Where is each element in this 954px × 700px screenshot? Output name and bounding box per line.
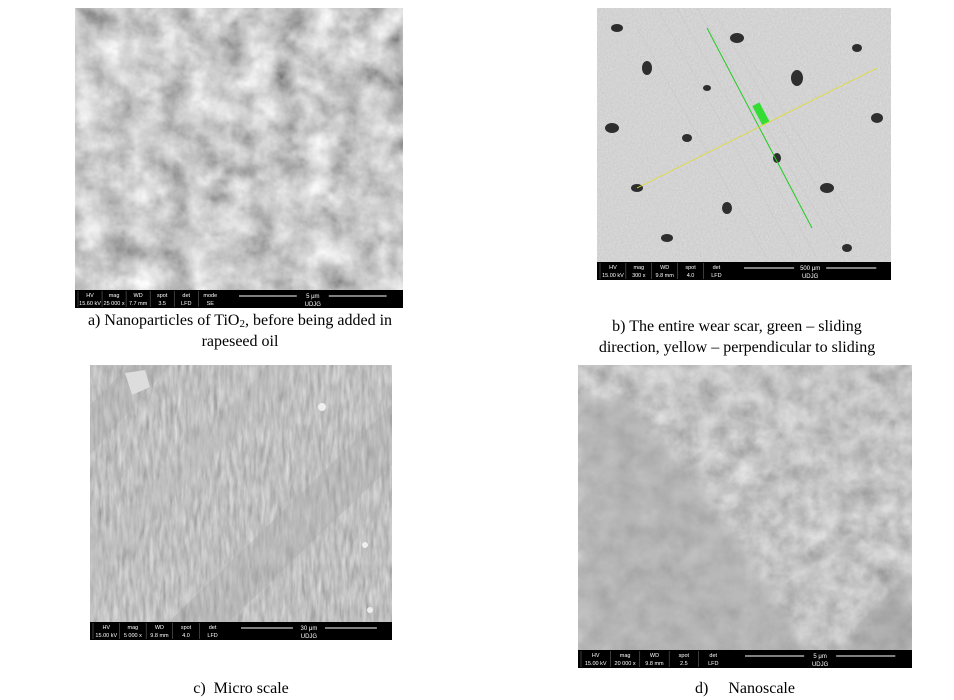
- caption-text: c) Micro scale: [193, 680, 289, 697]
- sem-image: HV 15.00 kV mag 5 000 x WD 9.8 mm spot 4.0 det LF…: [90, 365, 392, 640]
- bar-header: det: [182, 293, 190, 299]
- bar-value: LFD: [181, 301, 191, 307]
- bar-value: 9.8 mm: [150, 633, 169, 639]
- bar-value: 9.8 mm: [656, 273, 675, 279]
- bar-header: HV: [102, 625, 110, 631]
- scale-label: 500 μm: [800, 266, 820, 272]
- bar-value: 5 000 x: [124, 633, 142, 639]
- bar-header: spot: [157, 293, 168, 299]
- scale-label: 30 μm: [301, 626, 318, 632]
- scale-label: 5 μm: [306, 294, 319, 300]
- caption-text: d) Nanoscale: [695, 680, 795, 697]
- lab-label: UDJG: [802, 274, 819, 280]
- bar-header: spot: [181, 625, 192, 631]
- bar-header: mag: [633, 265, 644, 271]
- caption-text: direction, yellow – perpendicular to sli…: [599, 339, 875, 356]
- caption: c) Micro scale: [90, 678, 392, 699]
- bar-value: LFD: [708, 661, 718, 667]
- bar-header: mode: [203, 293, 217, 299]
- bar-header: det: [209, 625, 217, 631]
- bar-value: SE: [207, 301, 215, 307]
- bar-header: spot: [685, 265, 696, 271]
- bar-header: WD: [155, 625, 164, 631]
- bar-value: LFD: [207, 633, 217, 639]
- caption: a) Nanoparticles of TiO2, before being a…: [20, 310, 460, 352]
- bar-header: WD: [134, 293, 143, 299]
- sem-image: HV 15.60 kV mag 25 000 x WD 7.7 mm spot 3.5 det L…: [75, 8, 403, 308]
- bar-value: 25 000 x: [104, 301, 125, 307]
- scale-label: 5 μm: [813, 654, 826, 660]
- lab-label: UDJG: [305, 302, 322, 308]
- caption: d) Nanoscale: [578, 678, 912, 699]
- bar-header: HV: [86, 293, 94, 299]
- bar-header: det: [709, 653, 717, 659]
- bar-value: 15.00 kV: [585, 661, 607, 667]
- figure: HV 15.60 kV mag 25 000 x WD 7.7 mm spot 3.5 det L…: [0, 0, 954, 700]
- bar-header: mag: [128, 625, 139, 631]
- bar-value: 300 x: [632, 273, 646, 279]
- caption-text: a) Nanoparticles of TiO: [88, 312, 240, 329]
- bar-value: 15.00 kV: [95, 633, 117, 639]
- bar-value: 7.7 mm: [129, 301, 148, 307]
- bar-header: det: [713, 265, 721, 271]
- bar-value: 9.8 mm: [645, 661, 664, 667]
- bar-value: 2.5: [680, 661, 688, 667]
- caption-text: , before being added in: [245, 312, 392, 329]
- bar-value: 3.5: [158, 301, 166, 307]
- bar-header: mag: [109, 293, 120, 299]
- bar-header: WD: [660, 265, 669, 271]
- lab-label: UDJG: [812, 662, 829, 668]
- caption-text: rapeseed oil: [202, 333, 279, 350]
- bar-value: 15.60 kV: [79, 301, 101, 307]
- bar-header: spot: [679, 653, 690, 659]
- bar-value: 15.00 kV: [602, 273, 624, 279]
- sem-image: HV 15.00 kV mag 20 000 x WD 9.8 mm spot 2.5 det L…: [578, 365, 912, 668]
- caption-text: b) The entire wear scar, green – sliding: [612, 318, 862, 335]
- bar-header: mag: [620, 653, 631, 659]
- bar-value: 4.0: [182, 633, 190, 639]
- bar-header: HV: [592, 653, 600, 659]
- bar-value: LFD: [711, 273, 721, 279]
- caption: b) The entire wear scar, green – sliding…: [520, 316, 954, 358]
- bar-value: 20 000 x: [615, 661, 636, 667]
- sem-image: HV 15.00 kV mag 300 x WD 9.8 mm spot 4.0 det LFD 5…: [597, 8, 891, 280]
- bar-header: HV: [609, 265, 617, 271]
- lab-label: UDJG: [301, 634, 318, 640]
- bar-header: WD: [650, 653, 659, 659]
- bar-value: 4.0: [687, 273, 695, 279]
